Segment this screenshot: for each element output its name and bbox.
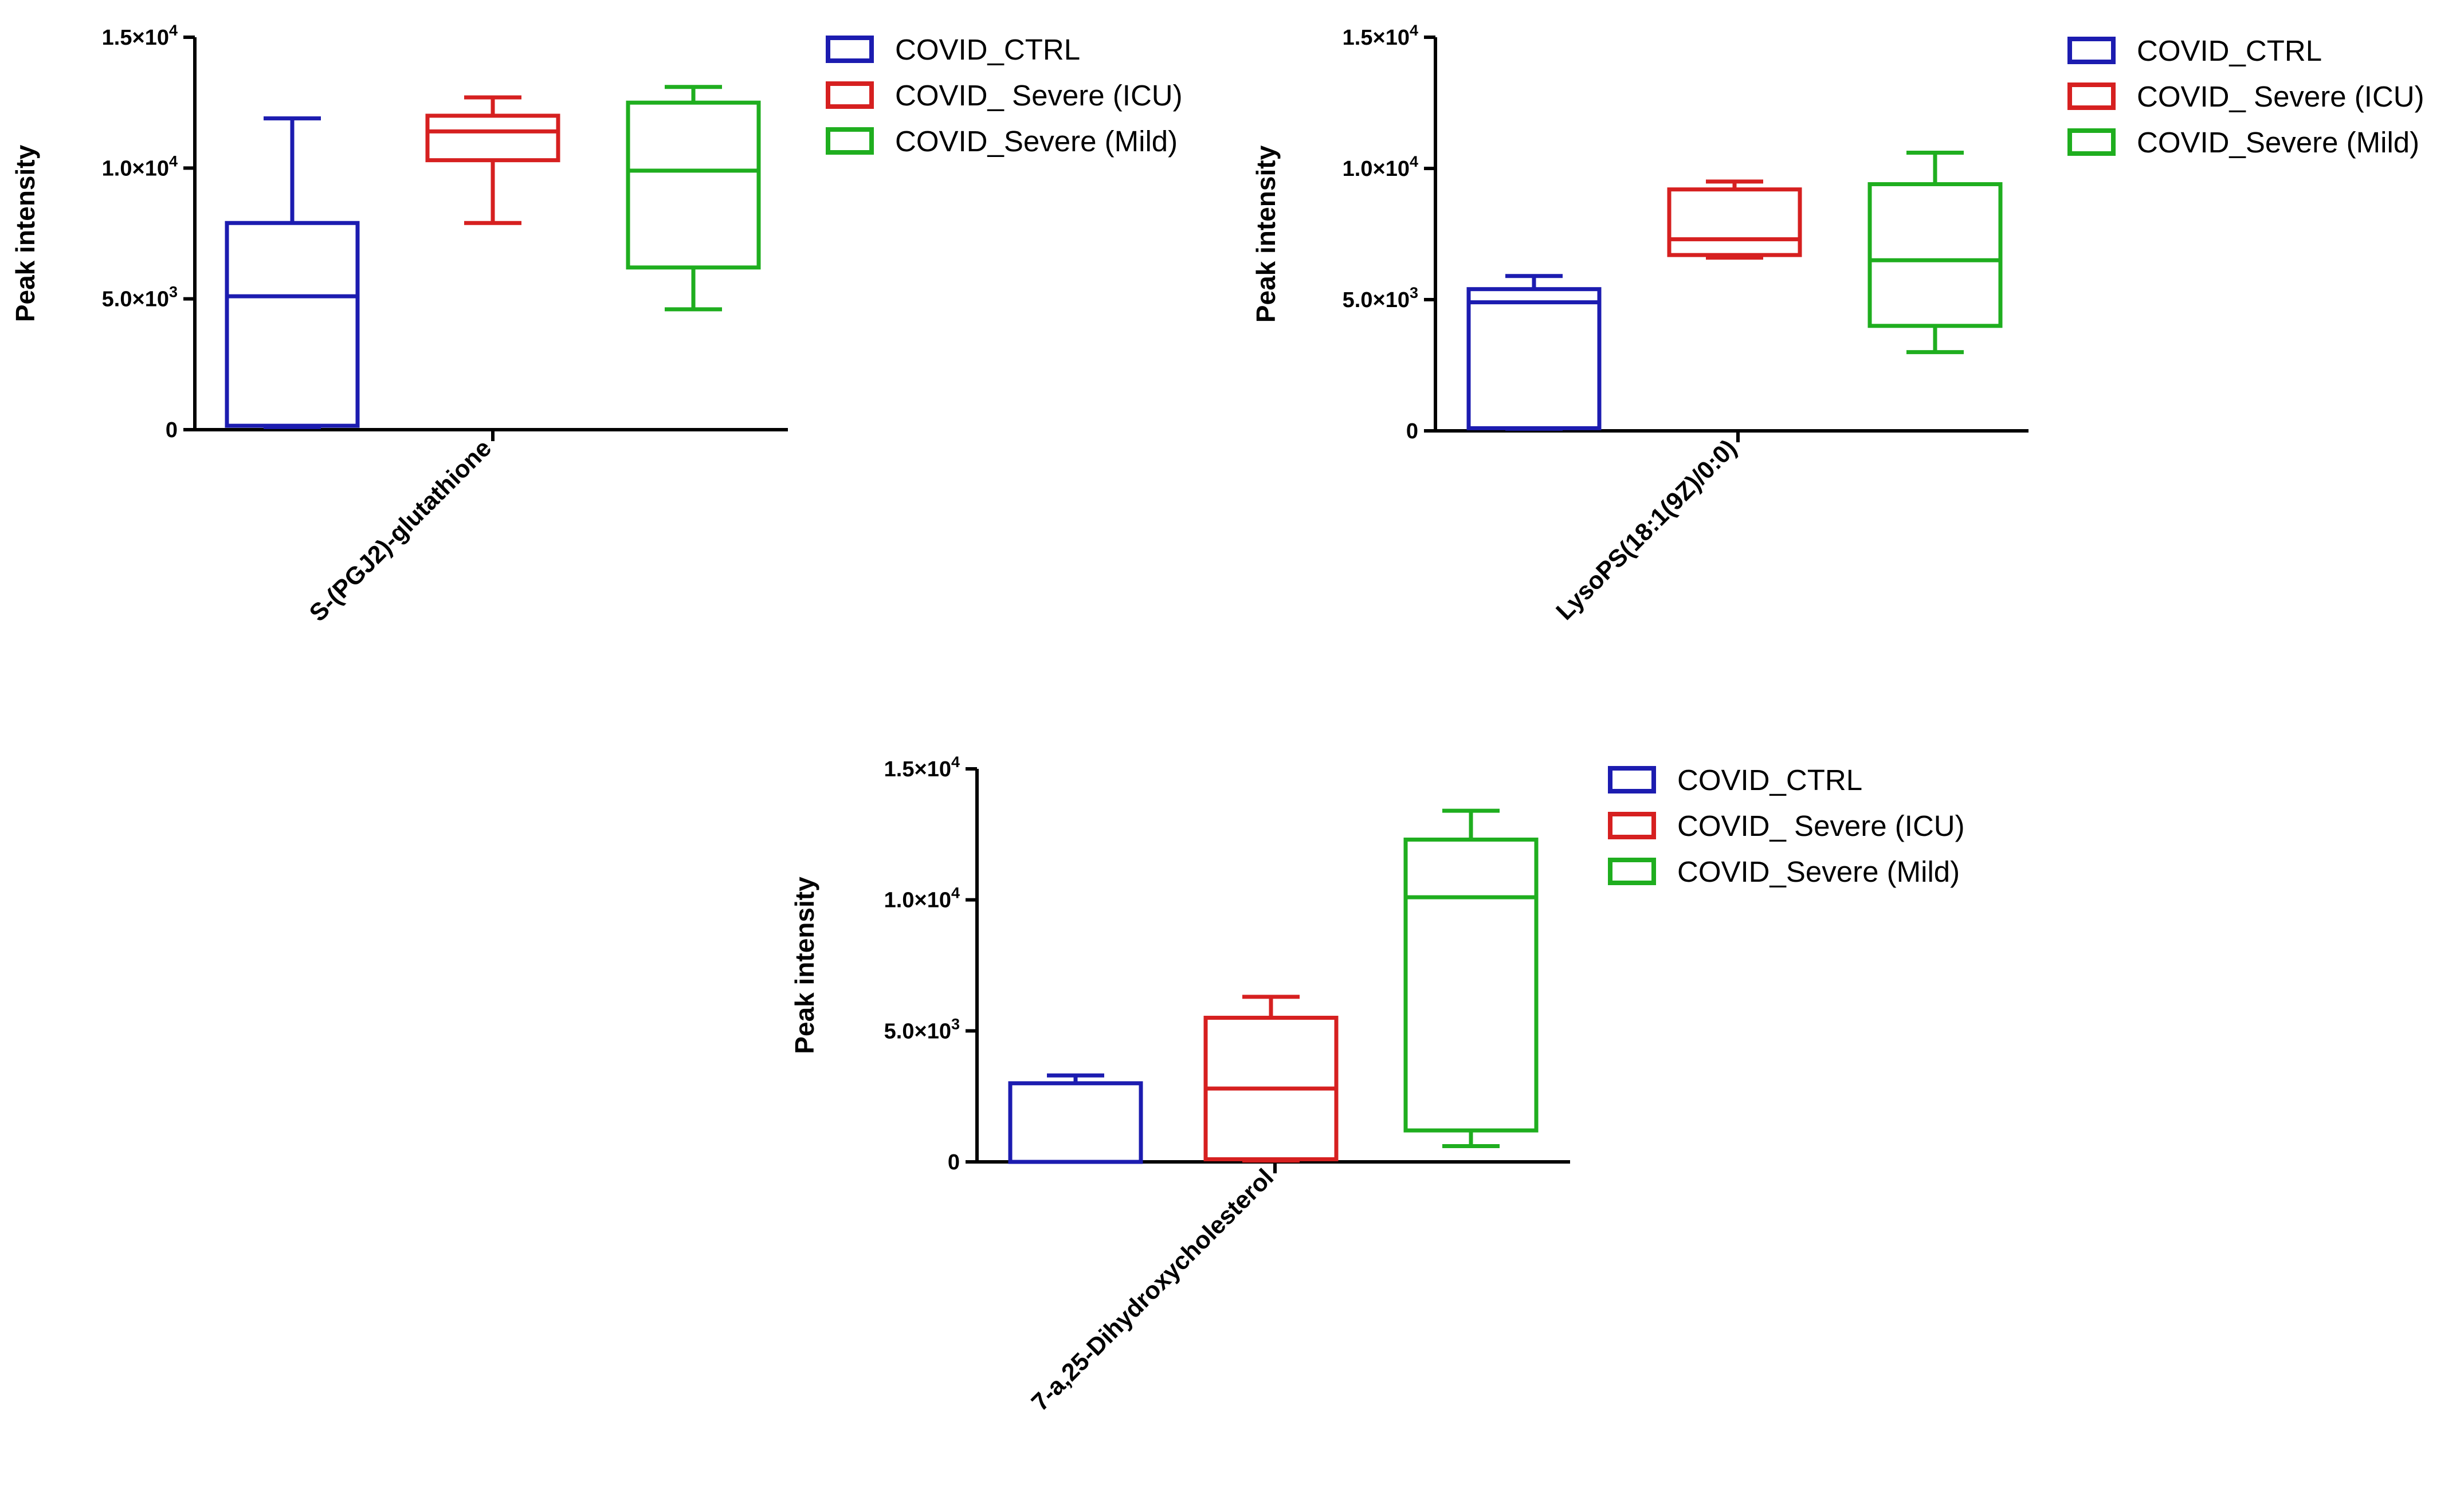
y-tick-label: 1.5×104 [1343,22,1418,50]
y-tick-mantissa: 0 [166,418,178,442]
y-tick-exponent: 4 [951,753,960,771]
legend-label: COVID_CTRL [895,33,1080,66]
iqr-box [1403,837,1539,1133]
legend-swatch [1608,766,1656,793]
box-plot-2 [1203,995,1339,1163]
y-tick-mantissa: 5.0×10 [102,288,169,312]
y-tick-mantissa: 1.5×10 [1343,26,1410,50]
legend-label: COVID_CTRL [1677,764,1862,796]
box-plot-1 [1008,1073,1143,1164]
legend-swatch [2067,82,2116,110]
box-plot-1 [1466,274,1602,431]
y-tick-label: 1.5×104 [102,22,178,50]
iqr-box [225,221,360,428]
y-tick-mantissa: 1.5×10 [884,757,951,781]
legend: COVID_CTRL COVID_ Severe (ICU) COVID_Sever… [1608,764,1965,888]
legend: COVID_CTRL COVID_ Severe (ICU) COVID_Sever… [2067,34,2424,159]
y-tick-label: 5.0×103 [884,1015,960,1043]
box-plot-1 [225,116,360,429]
legend-label: COVID_Severe (Mild) [1677,855,1960,888]
y-axis-label: Peak intensity [10,144,40,322]
y-axis-label: Peak intensity [1251,145,1281,323]
legend-swatch [2067,128,2116,156]
iqr-box [1867,182,2003,328]
y-tick-label: 1.0×104 [102,152,178,180]
y-tick-label: 1.0×104 [884,885,960,913]
iqr-box [1008,1081,1143,1164]
y-tick-mantissa: 1.0×10 [1343,157,1410,181]
y-tick-exponent: 3 [951,1015,960,1032]
x-category-label: 7-a,25-Dihydroxycholesterol [1026,1164,1279,1416]
y-tick-exponent: 3 [169,284,178,301]
legend-swatch [826,127,874,155]
box-plot-3 [626,85,761,312]
legend-label: COVID_Severe (Mild) [895,125,1178,158]
y-tick-exponent: 4 [1410,153,1418,170]
y-axis-label: Peak intensity [790,877,819,1054]
iqr-box [626,100,761,270]
y-tick-mantissa: 0 [1406,419,1418,443]
legend: COVID_CTRL COVID_ Severe (ICU) COVID_Sever… [826,33,1183,158]
y-tick-mantissa: 5.0×10 [1343,288,1410,312]
y-tick-label: 5.0×103 [102,284,178,312]
iqr-box [425,113,560,163]
y-tick-label: 0 [1406,419,1418,443]
legend-label: COVID_CTRL [2137,34,2322,67]
x-category-label: LysoPS(18:1(9Z)/0:0) [1551,434,1742,626]
y-tick-exponent: 4 [1410,22,1418,39]
box-plot-2 [1667,179,1802,260]
y-tick-mantissa: 5.0×10 [884,1019,951,1043]
y-tick-mantissa: 1.0×10 [102,156,169,180]
legend-swatch [1608,812,1656,839]
y-tick-exponent: 4 [169,152,178,170]
iqr-box [1466,287,1602,430]
y-tick-mantissa: 1.0×10 [884,889,951,913]
y-tick-exponent: 4 [951,885,960,902]
y-tick-label: 0 [166,418,178,442]
legend-label: COVID_ Severe (ICU) [2137,80,2424,113]
y-tick-mantissa: 1.5×10 [102,26,169,50]
x-category-label: S-(PGJ2)-glutathione [304,434,497,627]
legend-label: COVID_Severe (Mild) [2137,126,2419,159]
box-plot-3 [1867,151,2003,355]
iqr-box [1667,187,1802,257]
legend-swatch [826,36,874,63]
y-tick-label: 1.5×104 [884,753,960,781]
legend-swatch [826,81,874,109]
y-tick-exponent: 4 [169,22,178,39]
y-tick-label: 5.0×103 [1343,284,1418,312]
box-plot-2 [425,95,560,225]
legend-swatch [1608,858,1656,885]
y-tick-label: 1.0×104 [1343,153,1418,181]
y-tick-exponent: 3 [1410,284,1418,301]
y-tick-mantissa: 0 [948,1150,960,1174]
box-plot-3 [1403,808,1539,1149]
legend-label: COVID_ Severe (ICU) [1677,810,1965,842]
legend-swatch [2067,37,2116,64]
y-tick-label: 0 [948,1150,960,1174]
legend-label: COVID_ Severe (ICU) [895,79,1183,112]
